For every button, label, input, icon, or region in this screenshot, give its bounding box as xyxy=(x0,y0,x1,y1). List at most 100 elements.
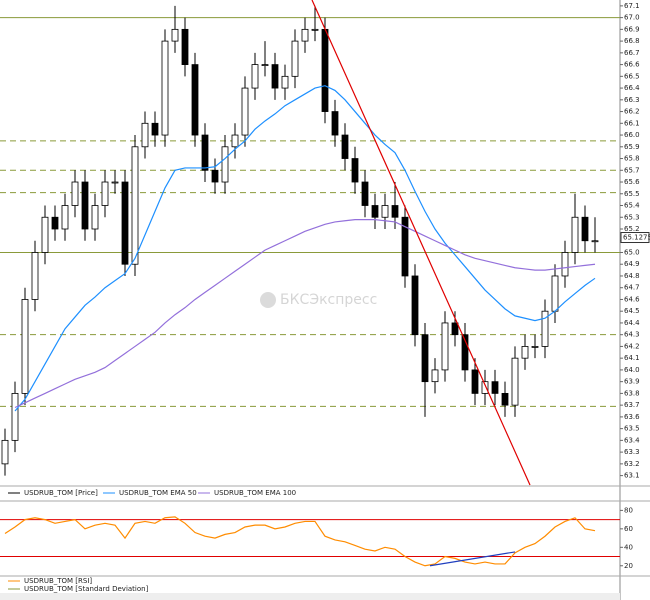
y-tick-label: 64.0 xyxy=(624,366,640,374)
y-tick-label: 65.4 xyxy=(624,202,640,210)
candle-body xyxy=(41,216,49,253)
y-tick-label: 64.4 xyxy=(624,319,640,327)
y-tick-label: 63.5 xyxy=(624,425,640,433)
y-tick-label: 63.2 xyxy=(624,460,640,468)
candle-body xyxy=(261,64,269,66)
y-tick-label: 40 xyxy=(624,543,633,551)
y-tick-label: 63.8 xyxy=(624,389,640,397)
y-tick-label: 65.9 xyxy=(624,143,640,151)
ema-line xyxy=(14,85,596,412)
candle-body xyxy=(491,381,499,394)
candle-body xyxy=(311,28,319,31)
candle-body xyxy=(391,205,399,218)
rsi-line xyxy=(4,516,596,567)
y-tick-label: 67.1 xyxy=(624,2,640,10)
watermark: БКСЭкспресс xyxy=(280,292,377,308)
candle-body xyxy=(321,28,329,112)
candle-body xyxy=(431,369,439,383)
candle-body xyxy=(561,252,569,277)
y-tick-label: 63.1 xyxy=(624,472,640,480)
y-tick-label: 66.1 xyxy=(624,119,640,127)
candle-body xyxy=(101,181,109,206)
candle-body xyxy=(11,393,19,441)
candle-body xyxy=(501,393,509,406)
candle-body xyxy=(381,205,389,218)
candle-body xyxy=(331,111,339,136)
candle-body xyxy=(51,216,59,230)
y-tick-label: 60 xyxy=(624,525,633,533)
legend-label: USDRUB_TOM EMA 100 xyxy=(214,489,296,497)
trend-line xyxy=(311,0,531,486)
y-tick-label: 65.8 xyxy=(624,155,640,163)
candle-body xyxy=(141,122,149,148)
candle-body xyxy=(111,181,119,184)
candle-body xyxy=(571,216,579,253)
last-price-box xyxy=(620,232,650,244)
candle-body xyxy=(301,28,309,42)
ema-line xyxy=(14,219,596,409)
candle-body xyxy=(361,181,369,206)
y-tick-label: 63.6 xyxy=(624,413,640,421)
watermark-logo: БКСЭкспресс xyxy=(260,292,377,308)
candle-body xyxy=(191,64,199,136)
y-tick-label: 63.7 xyxy=(624,401,640,409)
y-tick-label: 65.7 xyxy=(624,166,640,174)
y-tick-label: 66.2 xyxy=(624,108,640,116)
candle-body xyxy=(71,181,79,206)
y-tick-label: 66.7 xyxy=(624,49,640,57)
candle-body xyxy=(531,346,539,348)
legend-label: USDRUB_TOM [Standard Deviation] xyxy=(24,585,149,593)
candle-body xyxy=(171,28,179,42)
y-tick-label: 67.0 xyxy=(624,14,640,22)
candle-body xyxy=(371,205,379,218)
candle-body xyxy=(251,64,259,89)
legend-label: USDRUB_TOM [RSI] xyxy=(24,577,92,585)
candle-body xyxy=(161,40,169,136)
candle-body xyxy=(351,158,359,183)
candle-body xyxy=(521,346,529,359)
y-tick-label: 66.0 xyxy=(624,131,640,139)
y-tick-label: 66.6 xyxy=(624,61,640,69)
candle-body xyxy=(451,322,459,336)
y-tick-label: 66.9 xyxy=(624,25,640,33)
candle-body xyxy=(211,169,219,183)
candle-body xyxy=(121,181,129,265)
candle-body xyxy=(241,87,249,136)
candle-body xyxy=(61,205,69,230)
candle-body xyxy=(471,369,479,394)
candle-body xyxy=(481,381,489,394)
candle-body xyxy=(91,205,99,230)
candle-body xyxy=(131,146,139,265)
y-tick-label: 64.1 xyxy=(624,354,640,362)
candle-body xyxy=(271,64,279,89)
y-tick-label: 66.4 xyxy=(624,84,640,92)
candle-body xyxy=(401,216,409,277)
y-tick-label: 66.3 xyxy=(624,96,640,104)
candle-body xyxy=(1,439,9,465)
candle-body xyxy=(581,216,589,242)
candle-body xyxy=(81,181,89,230)
y-tick-label: 63.9 xyxy=(624,378,640,386)
y-tick-label: 64.3 xyxy=(624,331,640,339)
candle-body xyxy=(201,134,209,171)
candle-body xyxy=(281,75,289,89)
candle-body xyxy=(341,134,349,159)
candle-body xyxy=(221,146,229,183)
candle-body xyxy=(461,334,469,371)
y-tick-label: 64.5 xyxy=(624,307,640,315)
date-axis xyxy=(0,593,620,600)
y-tick-label: 64.6 xyxy=(624,295,640,303)
y-tick-label: 66.8 xyxy=(624,37,640,45)
candle-body xyxy=(231,134,239,148)
y-tick-label: 64.9 xyxy=(624,260,640,268)
candle-body xyxy=(551,275,559,312)
candle-body xyxy=(421,334,429,383)
y-tick-label: 80 xyxy=(624,506,633,514)
candle-body xyxy=(31,252,39,300)
candle-body xyxy=(591,240,599,243)
y-tick-label: 65.6 xyxy=(624,178,640,186)
y-tick-label: 64.2 xyxy=(624,342,640,350)
y-tick-label: 64.7 xyxy=(624,284,640,292)
candle-body xyxy=(411,275,419,336)
